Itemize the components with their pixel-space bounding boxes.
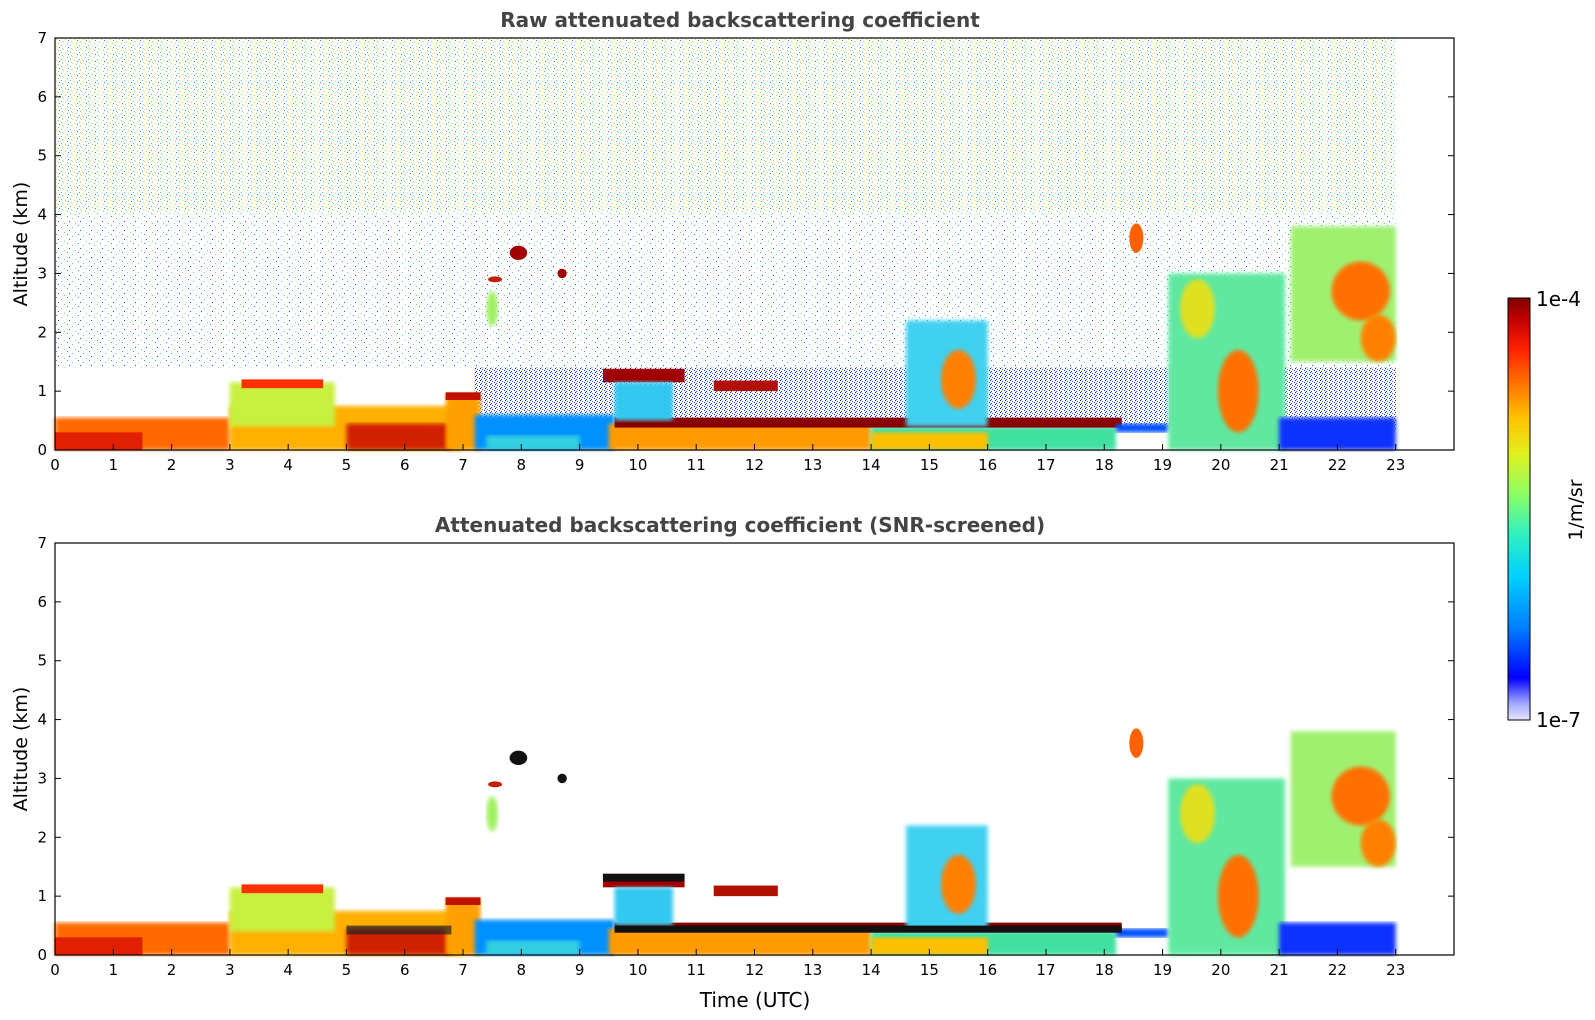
x-tick-label: 5 (342, 961, 352, 979)
x-tick-label: 16 (978, 961, 997, 979)
x-axis: 0 1 2 3 4 5 6 7 8 9 10 11 12 13 14 15 16 17 18 19 20 21 22 23 (50, 949, 1405, 979)
y-tick-label: 4 (37, 206, 47, 224)
x-tick-label: 7 (458, 961, 468, 979)
x-tick-label: 18 (1095, 961, 1114, 979)
x-tick-label: 1 (109, 961, 119, 979)
chart-title: Attenuated backscattering coefficient (S… (435, 513, 1045, 537)
y-axis-label: Altitude (km) (10, 687, 32, 812)
y-axis: 0 1 2 3 4 5 6 7 (37, 534, 1454, 964)
x-tick-label: 21 (1270, 456, 1289, 474)
heatmap-screened (55, 728, 1396, 955)
x-tick-label: 18 (1095, 456, 1114, 474)
x-tick-label: 2 (167, 456, 177, 474)
colorbar-min-label: 1e-7 (1536, 708, 1581, 732)
y-axis: 0 1 2 3 4 5 6 7 (37, 29, 1454, 459)
x-tick-label: 12 (745, 456, 764, 474)
y-tick-label: 5 (37, 652, 47, 670)
y-tick-label: 3 (37, 264, 47, 282)
x-tick-label: 23 (1386, 961, 1405, 979)
y-tick-label: 3 (37, 769, 47, 787)
y-tick-label: 4 (37, 711, 47, 729)
x-tick-label: 17 (1036, 456, 1055, 474)
heatmap-raw (55, 38, 1396, 450)
x-tick-label: 1 (109, 456, 119, 474)
y-tick-label: 2 (37, 828, 47, 846)
x-tick-label: 11 (687, 456, 706, 474)
x-axis-label: Time (UTC) (699, 988, 811, 1012)
y-tick-label: 1 (37, 887, 47, 905)
x-tick-label: 9 (575, 961, 585, 979)
y-tick-label: 0 (37, 441, 47, 459)
colorbar-gradient (1507, 297, 1531, 721)
x-tick-label: 10 (628, 456, 647, 474)
y-tick-label: 7 (37, 534, 47, 552)
x-tick-label: 19 (1153, 456, 1172, 474)
x-axis: 0 1 2 3 4 5 6 7 8 9 10 11 12 13 14 15 16 17 18 19 20 21 22 23 (50, 444, 1405, 474)
y-tick-label: 5 (37, 147, 47, 165)
x-tick-label: 7 (458, 456, 468, 474)
x-tick-label: 21 (1270, 961, 1289, 979)
colorbar-max-label: 1e-4 (1536, 287, 1581, 311)
snr-screened-panel: Attenuated backscattering coefficient (S… (10, 513, 1455, 1012)
x-tick-label: 11 (687, 961, 706, 979)
x-tick-label: 2 (167, 961, 177, 979)
raw-backscatter-panel: Raw attenuated backscattering coefficien… (10, 8, 1455, 474)
x-tick-label: 13 (803, 961, 822, 979)
x-tick-label: 4 (283, 456, 293, 474)
x-tick-label: 15 (920, 961, 939, 979)
x-tick-label: 3 (225, 961, 235, 979)
x-tick-label: 4 (283, 961, 293, 979)
x-tick-label: 16 (978, 456, 997, 474)
x-tick-label: 5 (342, 456, 352, 474)
x-tick-label: 13 (803, 456, 822, 474)
x-tick-label: 3 (225, 456, 235, 474)
x-tick-label: 20 (1211, 456, 1230, 474)
y-tick-label: 7 (37, 29, 47, 47)
y-tick-label: 0 (37, 946, 47, 964)
x-tick-label: 6 (400, 456, 410, 474)
x-tick-label: 15 (920, 456, 939, 474)
x-tick-label: 8 (517, 961, 527, 979)
x-tick-label: 8 (517, 456, 527, 474)
y-axis-label: Altitude (km) (10, 182, 32, 307)
x-tick-label: 19 (1153, 961, 1172, 979)
x-tick-label: 12 (745, 961, 764, 979)
colorbar: 1e-4 1e-7 1/m/sr (1507, 287, 1587, 732)
x-tick-label: 10 (628, 961, 647, 979)
y-tick-label: 6 (37, 88, 47, 106)
x-tick-label: 22 (1328, 961, 1347, 979)
x-tick-label: 0 (50, 456, 60, 474)
y-tick-label: 1 (37, 382, 47, 400)
y-tick-label: 6 (37, 593, 47, 611)
x-tick-label: 6 (400, 961, 410, 979)
y-tick-label: 2 (37, 323, 47, 341)
colorbar-label: 1/m/sr (1565, 479, 1587, 540)
x-tick-label: 20 (1211, 961, 1230, 979)
x-tick-label: 22 (1328, 456, 1347, 474)
x-tick-label: 17 (1036, 961, 1055, 979)
x-tick-label: 0 (50, 961, 60, 979)
x-tick-label: 14 (862, 456, 881, 474)
x-tick-label: 14 (862, 961, 881, 979)
x-tick-label: 23 (1386, 456, 1405, 474)
chart-title: Raw attenuated backscattering coefficien… (500, 8, 980, 32)
x-tick-label: 9 (575, 456, 585, 474)
